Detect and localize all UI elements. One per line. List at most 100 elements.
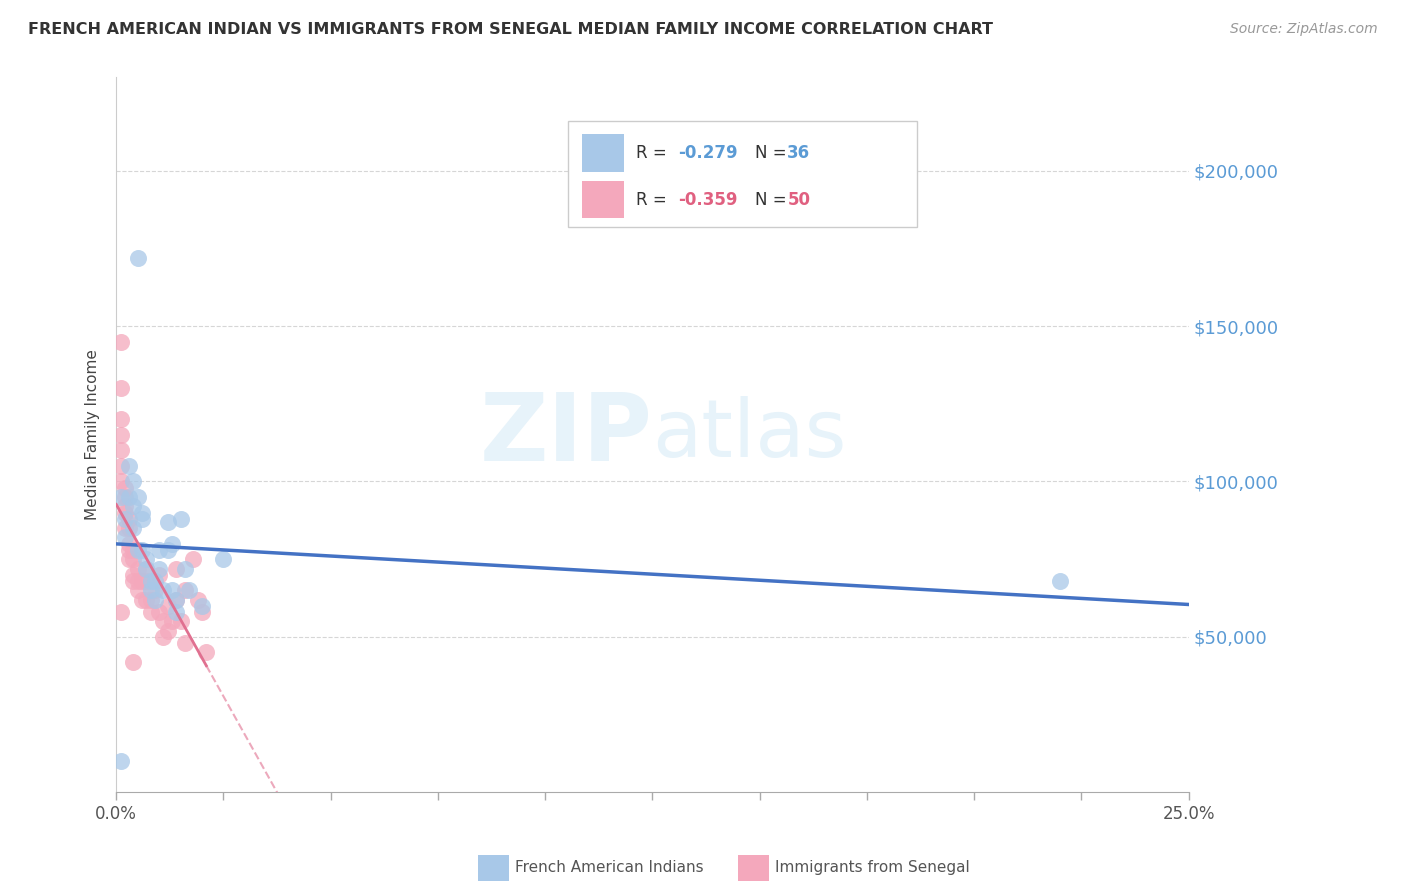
Point: [160, 536, 183, 550]
Point: [160, 583, 183, 598]
Text: atlas: atlas: [652, 396, 846, 474]
Point: [110, 475, 132, 489]
Point: [156, 624, 179, 638]
Point: [131, 506, 153, 520]
Text: N =: N =: [755, 191, 792, 209]
Text: FRENCH AMERICAN INDIAN VS IMMIGRANTS FROM SENEGAL MEDIAN FAMILY INCOME CORRELATI: FRENCH AMERICAN INDIAN VS IMMIGRANTS FRO…: [28, 22, 993, 37]
Point: [118, 458, 141, 473]
Point: [122, 542, 145, 557]
Point: [110, 458, 132, 473]
Point: [110, 754, 132, 768]
Point: [110, 443, 132, 458]
Point: [127, 490, 149, 504]
Point: [122, 567, 145, 582]
Point: [165, 592, 187, 607]
Text: French American Indians: French American Indians: [515, 861, 703, 875]
Point: [110, 490, 132, 504]
Text: ZIP: ZIP: [479, 389, 652, 481]
Text: R =: R =: [636, 191, 672, 209]
Point: [127, 561, 149, 575]
Point: [191, 599, 214, 613]
Point: [135, 592, 157, 607]
Point: [114, 512, 136, 526]
Point: [135, 552, 157, 566]
Point: [148, 561, 170, 575]
Point: [174, 561, 197, 575]
Text: 36: 36: [787, 144, 810, 161]
Point: [127, 542, 149, 557]
Point: [127, 583, 149, 598]
Point: [114, 481, 136, 495]
Point: [169, 512, 191, 526]
Point: [169, 615, 191, 629]
Point: [165, 592, 187, 607]
Point: [195, 645, 218, 659]
Point: [174, 583, 197, 598]
Point: [139, 583, 162, 598]
Point: [127, 251, 149, 265]
Point: [118, 542, 141, 557]
Point: [148, 605, 170, 619]
Point: [174, 636, 197, 650]
Point: [122, 655, 145, 669]
Point: [139, 592, 162, 607]
Point: [122, 500, 145, 514]
Point: [156, 515, 179, 529]
Point: [152, 630, 174, 644]
Point: [143, 592, 166, 607]
Point: [1049, 574, 1071, 588]
Point: [131, 592, 153, 607]
Point: [110, 605, 132, 619]
Point: [139, 574, 162, 588]
Point: [118, 512, 141, 526]
Point: [152, 615, 174, 629]
Point: [114, 506, 136, 520]
Point: [118, 552, 141, 566]
Point: [122, 475, 145, 489]
Text: Source: ZipAtlas.com: Source: ZipAtlas.com: [1230, 22, 1378, 37]
Point: [135, 561, 157, 575]
Point: [114, 490, 136, 504]
Text: Immigrants from Senegal: Immigrants from Senegal: [775, 861, 970, 875]
Point: [118, 521, 141, 535]
Y-axis label: Median Family Income: Median Family Income: [86, 350, 100, 520]
Point: [122, 521, 145, 535]
Point: [191, 605, 214, 619]
Point: [148, 542, 170, 557]
Point: [110, 412, 132, 426]
Point: [122, 552, 145, 566]
Text: -0.359: -0.359: [678, 191, 737, 209]
Point: [148, 567, 170, 582]
Point: [131, 574, 153, 588]
Point: [114, 530, 136, 544]
Point: [143, 583, 166, 598]
Point: [152, 583, 174, 598]
Point: [135, 561, 157, 575]
Text: 50: 50: [787, 191, 810, 209]
Text: R =: R =: [636, 144, 672, 161]
Point: [179, 583, 201, 598]
Point: [165, 605, 187, 619]
Point: [118, 536, 141, 550]
Point: [212, 552, 235, 566]
Point: [160, 615, 183, 629]
Point: [118, 490, 141, 504]
Point: [165, 561, 187, 575]
Point: [127, 574, 149, 588]
Point: [131, 542, 153, 557]
Point: [114, 521, 136, 535]
Point: [110, 428, 132, 442]
Point: [114, 500, 136, 514]
Point: [156, 542, 179, 557]
Point: [143, 574, 166, 588]
Point: [139, 605, 162, 619]
Point: [135, 574, 157, 588]
Point: [122, 574, 145, 588]
Point: [156, 599, 179, 613]
Text: -0.279: -0.279: [678, 144, 737, 161]
Point: [110, 381, 132, 395]
Text: N =: N =: [755, 144, 792, 161]
Point: [187, 592, 209, 607]
Point: [183, 552, 205, 566]
Point: [110, 334, 132, 349]
